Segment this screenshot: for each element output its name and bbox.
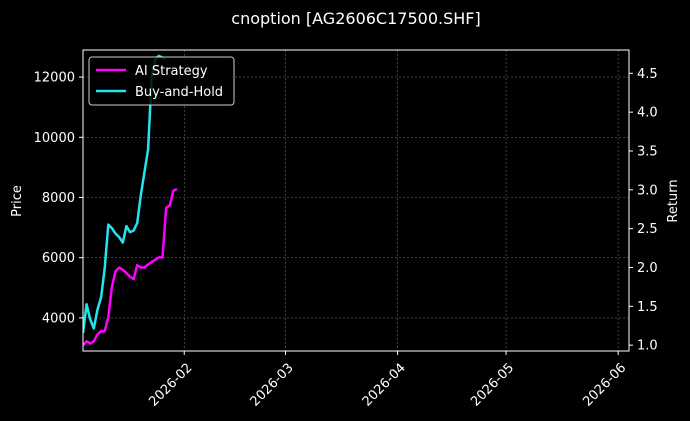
chart-title: cnoption [AG2606C17500.SHF] [231,9,480,28]
legend-label-buy-and-hold: Buy-and-Hold [135,85,223,100]
y2-tick-label: 1.0 [637,339,658,354]
y2-tick-label: 2.5 [637,222,658,237]
y2-tick-label: 3.0 [637,183,658,198]
y-tick-label: 12000 [34,71,75,86]
legend-label-ai-strategy: AI Strategy [135,64,208,79]
plot-frame [82,49,630,352]
y-axis-title-right: Return [666,179,681,222]
y2-tick-label: 4.5 [637,67,658,82]
y2-tick-label: 4.0 [637,106,658,121]
y-tick-label: 10000 [34,131,75,146]
legend: AI Strategy Buy-and-Hold [88,56,235,106]
y-tick-label: 4000 [42,311,75,326]
series-line-ai-strategy [83,187,178,347]
y-axis-title-left: Price [10,185,25,217]
y2-tick-label: 3.5 [637,144,658,159]
y-axis-right: 1.0 1.5 2.0 2.5 3.0 3.5 4.0 4.5 [629,67,658,354]
y-tick-label: 6000 [42,251,75,266]
y-axis-left: 4000 6000 8000 10000 12000 [34,71,83,326]
y2-tick-label: 1.5 [637,300,658,315]
grid [83,50,629,351]
y2-tick-label: 2.0 [637,261,658,276]
y-tick-label: 8000 [42,191,75,206]
